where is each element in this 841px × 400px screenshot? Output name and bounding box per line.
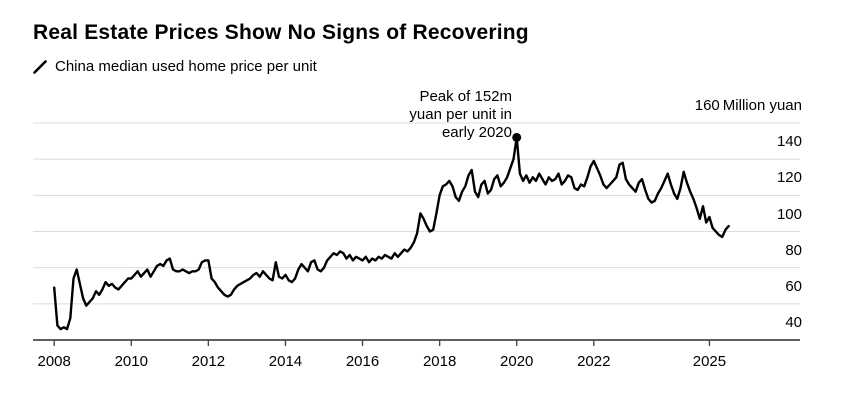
y-axis-label: 40	[582, 314, 802, 331]
y-tick-value: 60	[785, 277, 802, 295]
chart-title: Real Estate Prices Show No Signs of Reco…	[33, 21, 529, 44]
peak-dot	[512, 132, 522, 142]
x-axis-label: 2008	[37, 353, 71, 370]
x-axis-label: 2020	[500, 353, 534, 370]
y-axis-label: 80	[582, 242, 802, 259]
y-axis-label: 60	[582, 278, 802, 295]
x-axis-label: 2010	[114, 353, 148, 370]
legend-label: China median used home price per unit	[55, 58, 317, 75]
y-axis-unit-label: Million yuan	[722, 97, 802, 114]
chart-legend: China median used home price per unit	[33, 58, 317, 75]
x-axis-label: 2014	[268, 353, 303, 370]
y-tick-value: 100	[776, 205, 802, 223]
y-tick-value: 40	[785, 314, 802, 331]
y-axis-label: 120	[582, 169, 802, 186]
y-axis-label: 160 Million yuan	[582, 97, 802, 114]
x-axis-label: 2022	[577, 353, 611, 370]
y-tick-value: 80	[785, 241, 802, 259]
peak-annotation: Peak of 152m yuan per unit in early 2020	[409, 88, 512, 141]
line-series-icon	[33, 59, 47, 74]
y-axis-label: 140	[582, 133, 802, 150]
x-axis-label: 2025	[692, 353, 727, 370]
x-axis-label: 2016	[345, 353, 380, 370]
y-axis-label: 100	[582, 206, 802, 223]
y-tick-value: 160	[694, 97, 720, 114]
x-axis-label: 2018	[422, 353, 457, 370]
x-axis-label: 2012	[191, 353, 226, 370]
price-line	[53, 136, 730, 331]
y-tick-value: 140	[776, 133, 802, 151]
y-tick-value: 120	[776, 169, 802, 187]
